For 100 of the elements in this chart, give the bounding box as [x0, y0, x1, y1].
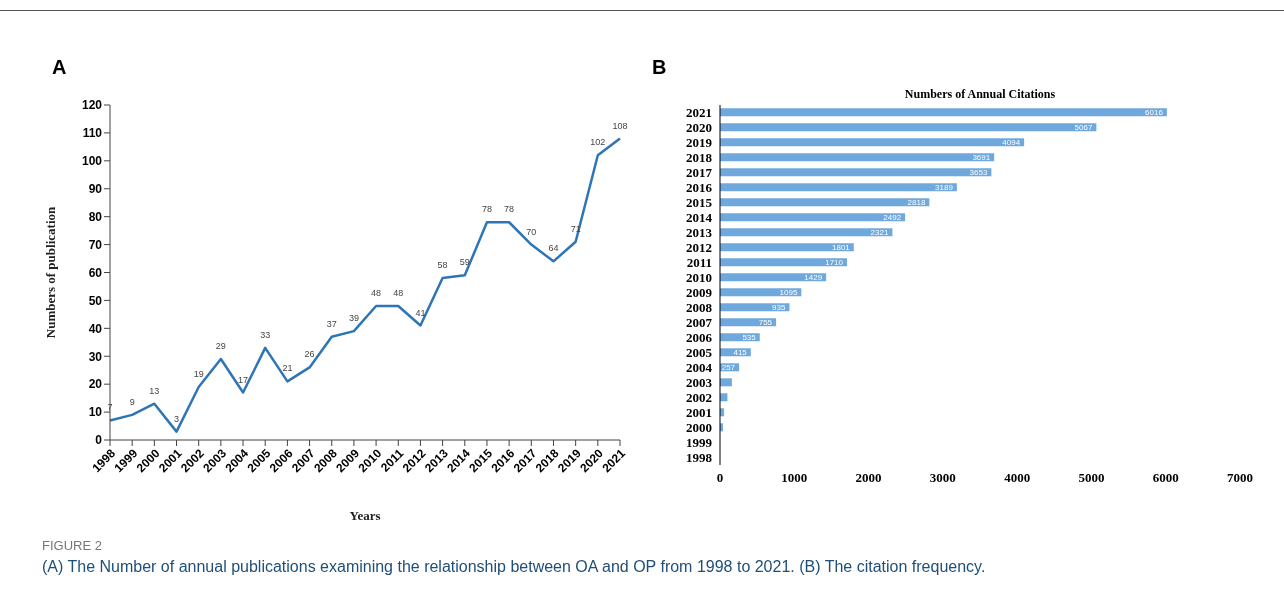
- data-label: 29: [215, 341, 226, 352]
- data-label: 78: [481, 204, 492, 215]
- x-tick-label: 3000: [929, 470, 956, 486]
- data-label: 257: [721, 363, 736, 373]
- y-tick-label: 10: [88, 405, 103, 420]
- y-tick-label: 90: [88, 182, 103, 197]
- data-label: 26: [304, 349, 315, 360]
- y-tick-label: 2008: [686, 300, 713, 316]
- data-label: 59: [459, 257, 470, 268]
- y-tick-label: 0: [95, 433, 103, 448]
- y-tick-label: 2020: [686, 120, 712, 136]
- y-tick-label: 20: [88, 377, 103, 392]
- y-tick-label: 2001: [686, 405, 712, 421]
- bar: [720, 243, 854, 252]
- data-label: 755: [758, 318, 773, 328]
- y-tick-label: 2002: [686, 390, 712, 406]
- data-label: 48: [371, 288, 382, 298]
- y-tick-label: 2007: [686, 315, 713, 331]
- data-label: 58: [437, 260, 448, 271]
- data-label: 102: [590, 137, 606, 148]
- data-label: 3691: [972, 153, 991, 163]
- x-tick-label: 6000: [1152, 470, 1179, 486]
- data-label: 70: [526, 226, 537, 237]
- data-label: 78: [504, 204, 515, 215]
- data-label: 17: [238, 374, 249, 385]
- x-tick-label: 4000: [1004, 470, 1031, 486]
- data-label: 4094: [1002, 138, 1021, 148]
- y-tick-label: 2012: [686, 240, 712, 256]
- y-tick-label: 70: [88, 237, 103, 252]
- data-label: 2818: [907, 198, 926, 208]
- y-tick-label: 2004: [686, 360, 713, 376]
- data-label: 13: [149, 385, 160, 396]
- y-tick-label: 40: [88, 321, 103, 336]
- x-tick-label: 0: [716, 470, 724, 486]
- y-tick-label: 2019: [686, 135, 713, 151]
- y-tick-label: 2015: [686, 195, 713, 211]
- bar: [720, 183, 957, 192]
- y-tick-label: 2016: [686, 180, 713, 196]
- data-label: 6016: [1145, 108, 1164, 118]
- bar: [720, 153, 995, 162]
- bar: [720, 378, 732, 387]
- caption: FIGURE 2: [42, 538, 102, 553]
- data-label: 1095: [779, 288, 798, 298]
- y-tick-label: 80: [88, 209, 103, 224]
- x-tick-label: 1000: [781, 470, 808, 486]
- data-label: 415: [733, 348, 748, 358]
- x-tick-label: 7000: [1227, 470, 1253, 486]
- data-label: 1801: [831, 243, 851, 253]
- data-label: 1429: [804, 273, 823, 283]
- data-label: 64: [548, 243, 559, 254]
- data-label: 2492: [883, 213, 902, 223]
- y-tick-label: 120: [81, 98, 103, 113]
- bar: [720, 123, 1097, 132]
- y-tick-label: 50: [88, 293, 103, 308]
- y-tick-label: 2011: [686, 255, 712, 271]
- y-tick-label: 2000: [686, 420, 712, 436]
- chart-title: A: [52, 56, 67, 79]
- y-tick-label: 110: [82, 126, 103, 141]
- bar: [720, 108, 1167, 117]
- y-axis-title: Numbers of publication: [42, 206, 58, 339]
- bar: [720, 258, 848, 267]
- bar: [720, 168, 992, 177]
- data-label: 39: [348, 313, 359, 324]
- y-tick-label: 2018: [686, 150, 713, 166]
- data-label: 935: [772, 303, 786, 313]
- bar: [720, 138, 1025, 147]
- y-tick-label: 100: [81, 154, 103, 169]
- bar: [720, 228, 893, 237]
- data-label: 7: [107, 402, 113, 413]
- y-tick-label: 2010: [686, 270, 712, 286]
- bar: [720, 273, 827, 282]
- y-tick-label: 2017: [686, 165, 713, 181]
- data-label: 37: [326, 318, 337, 329]
- line-series: [108, 137, 622, 433]
- data-label: 3653: [969, 168, 988, 178]
- data-label: 19: [193, 368, 204, 379]
- y-tick-label: 30: [88, 349, 103, 364]
- data-label: 108: [612, 120, 628, 131]
- text: B: [652, 56, 667, 79]
- data-label: 2321: [870, 228, 889, 238]
- bar: [720, 213, 906, 222]
- y-tick-label: 60: [88, 265, 103, 280]
- data-label: 1710: [825, 258, 844, 268]
- text: (A) The Number of annual publications examining the relationship between OA and OP from 1998 to 2021. (B) The citation frequency.: [42, 558, 986, 576]
- chart-title: Numbers of Annual Citations: [903, 87, 1057, 102]
- data-label: 33: [260, 329, 271, 340]
- y-tick-label: 2003: [686, 375, 713, 391]
- y-tick-label: 2006: [686, 330, 713, 346]
- y-tick-label: 2005: [686, 345, 713, 361]
- data-label: 48: [393, 288, 404, 298]
- data-label: 5067: [1074, 123, 1093, 133]
- bar: [720, 198, 930, 207]
- y-tick-label: 2021: [686, 105, 712, 121]
- x-tick-label: 2000: [855, 470, 882, 486]
- y-tick-label: 2014: [686, 210, 713, 226]
- data-label: 41: [415, 307, 426, 318]
- data-label: 535: [742, 333, 757, 343]
- data-label: 3189: [935, 183, 954, 193]
- y-tick-label: 2009: [686, 285, 713, 301]
- y-tick-label: 1999: [686, 435, 713, 451]
